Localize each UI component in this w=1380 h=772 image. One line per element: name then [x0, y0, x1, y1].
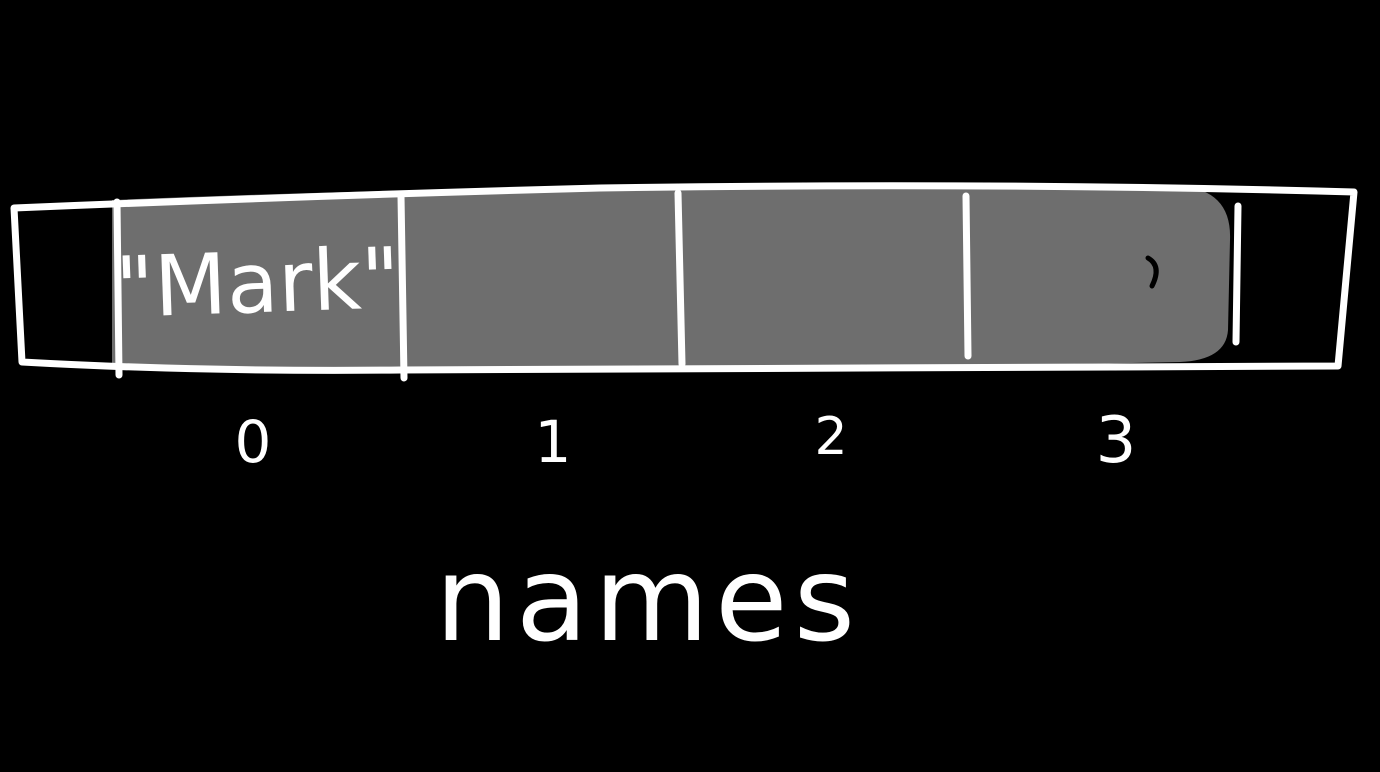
index-label-0: 0	[235, 408, 272, 476]
slot-divider	[674, 189, 686, 368]
slot-divider	[397, 192, 408, 382]
slot-divider	[1232, 202, 1242, 346]
array-name-label: names	[435, 530, 861, 668]
cell-value-0: "Mark"	[114, 229, 402, 337]
slot-divider	[113, 198, 123, 379]
index-label-2: 2	[814, 407, 847, 467]
index-label-3: 3	[1096, 404, 1137, 478]
slot-divider	[962, 192, 972, 360]
array-outline	[10, 182, 1358, 374]
cells-fill	[112, 184, 1231, 370]
ink-mark	[1145, 255, 1159, 289]
index-label-1: 1	[535, 408, 572, 476]
